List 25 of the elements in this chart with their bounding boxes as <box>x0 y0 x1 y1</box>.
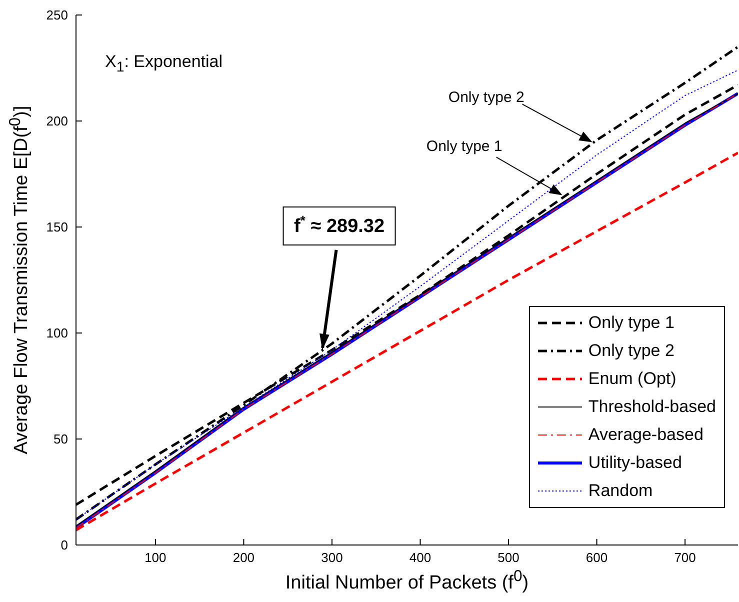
y-tick-label: 250 <box>46 8 68 23</box>
x-tick-label: 100 <box>144 550 166 566</box>
y-tick-label: 0 <box>60 538 68 553</box>
annotation: X$_{1}$: Exponential <box>105 52 223 76</box>
annotation: Only type 1 <box>426 138 502 156</box>
x-tick-label: 600 <box>586 550 608 566</box>
annotation: Only type 2 <box>448 89 524 106</box>
x-tick-label: 500 <box>498 550 520 566</box>
x-tick-label: 300 <box>321 550 343 566</box>
y-tick-label: 200 <box>46 114 68 129</box>
y-tick-label: 150 <box>46 220 68 235</box>
x-axis-title: Initial Number of Packets (f$^{0}$) <box>284 568 530 594</box>
legend-label: Only type 1 <box>588 313 674 333</box>
x-tick-label: 200 <box>232 550 255 566</box>
legend-label: Utility-based <box>588 453 682 473</box>
legend-label: Threshold-based <box>588 397 716 417</box>
legend-label: Enum (Opt) <box>588 369 676 389</box>
legend-label: Random <box>588 481 653 501</box>
y-tick-label: 100 <box>46 326 68 341</box>
x-tick-label: 400 <box>409 550 432 566</box>
legend-label: Average-based <box>588 425 704 445</box>
legend-label: Only type 2 <box>588 341 674 361</box>
annotation: f$^{*}$ ≈ 289.32 <box>294 212 385 237</box>
y-tick-label: 50 <box>54 432 68 447</box>
x-tick-label: 700 <box>674 550 696 566</box>
